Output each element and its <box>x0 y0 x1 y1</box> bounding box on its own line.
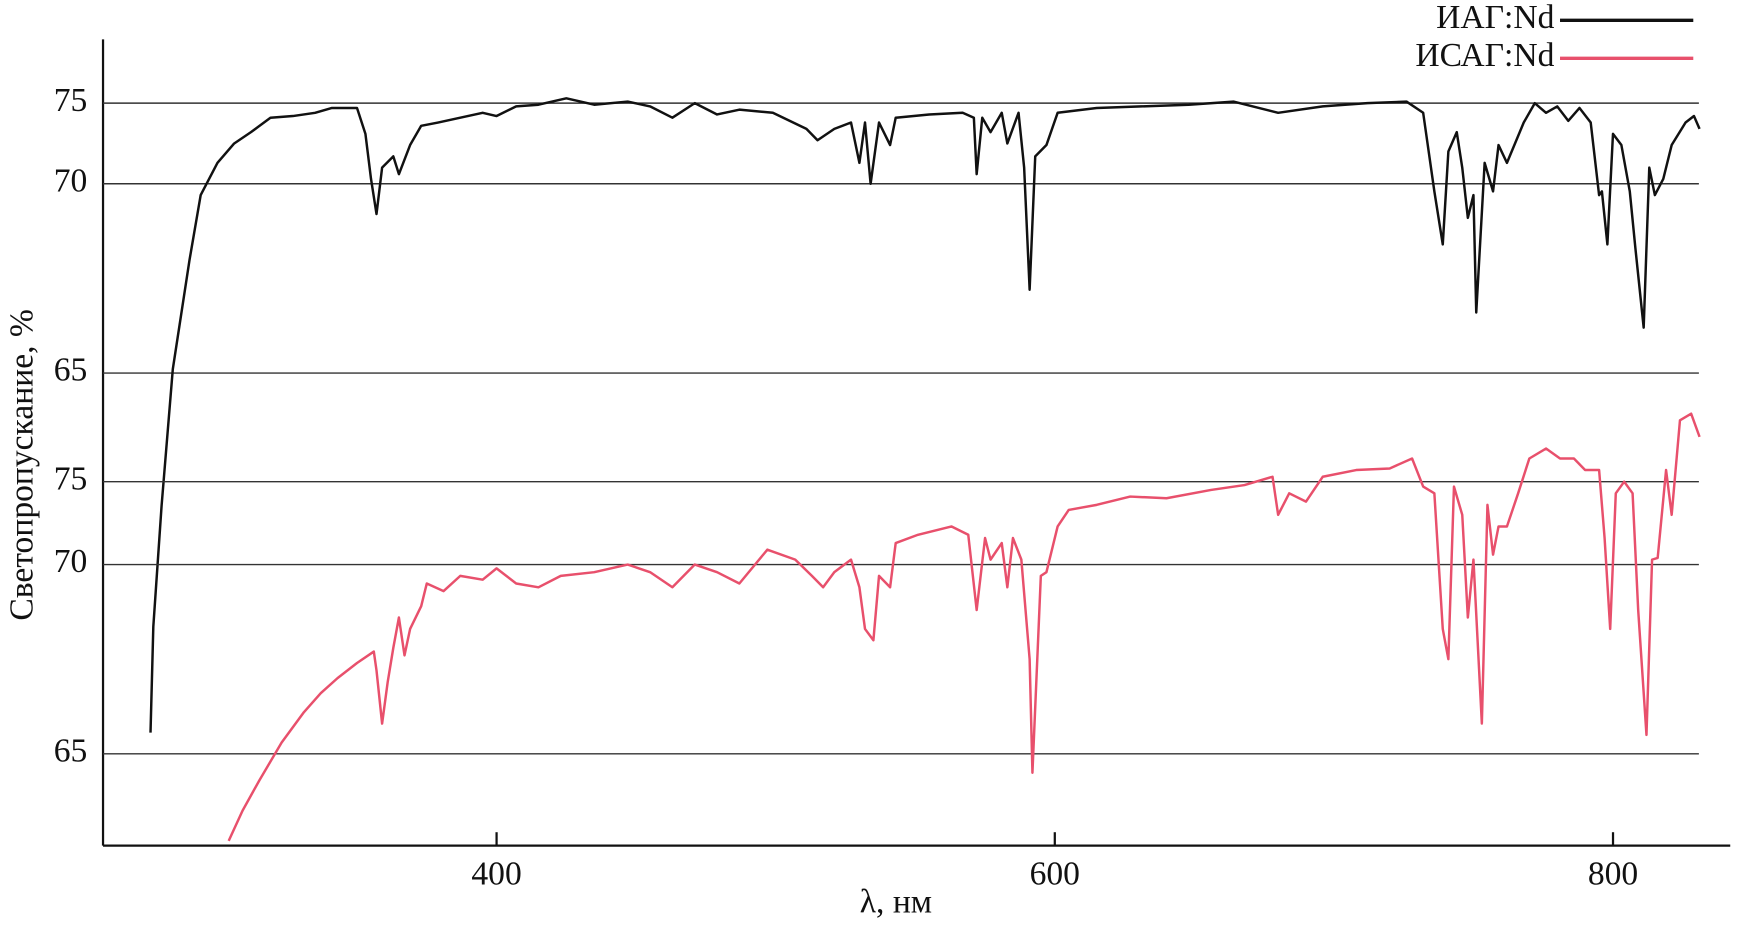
y-tick-label: 70 <box>54 543 88 580</box>
x-tick-label: 400 <box>471 856 521 893</box>
data-line <box>227 412 1701 842</box>
y-tick-label: 75 <box>54 82 88 119</box>
y-tick-label: 65 <box>54 352 88 389</box>
legend-label: ИАГ:Nd <box>1436 0 1554 36</box>
legend-label: ИСАГ:Nd <box>1415 37 1554 74</box>
data-line <box>149 97 1701 733</box>
y-axis-label: Светопропускание, % <box>3 309 40 621</box>
x-axis-label: λ, нм <box>860 884 932 921</box>
y-tick-label: 75 <box>54 460 88 497</box>
x-tick-label: 800 <box>1588 856 1638 893</box>
x-tick-label: 600 <box>1030 856 1080 893</box>
y-tick-label: 65 <box>54 733 88 770</box>
y-tick-label: 70 <box>54 162 88 199</box>
